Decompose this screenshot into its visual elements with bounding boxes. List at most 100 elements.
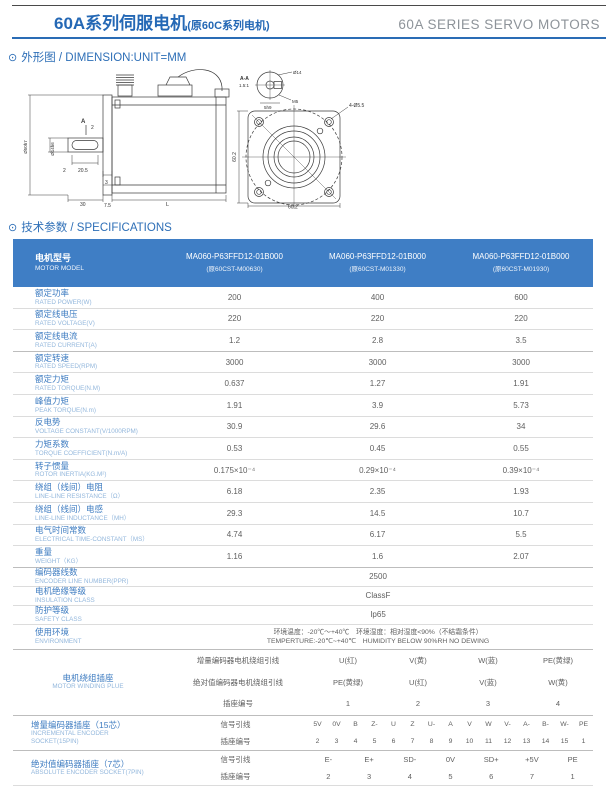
spec-row-rated-voltage: 额定线电压 RATED VOLTAGE(V) 220 220 220	[13, 309, 593, 331]
spec-label-en: TORQUE COEFFICIENT(N.m/A)	[35, 449, 128, 457]
title-cn-main: 60A系列伺服电机	[54, 14, 188, 33]
spec-row-rated-speed: 额定转速 RATED SPEED(RPM) 3000 3000 3000	[13, 352, 593, 374]
spec-row-line-inductance: 绕组（线间）电感 LINE-LINE INDUCTANCE（MH） 29.3 14.5…	[13, 503, 593, 525]
dim-label-flange-height: 60.2	[232, 152, 238, 162]
signal-name: E+	[364, 754, 374, 764]
spec-row-safety-class: 防护等级 SAFETY CLASS Ip65	[13, 605, 593, 625]
spec-value: 1.93	[513, 487, 529, 497]
spec-value: 2.07	[513, 551, 529, 561]
spec-label-en: ROTOR INERTIA(KG.M²)	[35, 471, 107, 479]
shaft-section-detail: A-A 1.5:1 Ø14 M5 5h9	[239, 70, 302, 110]
pin-number: 4	[353, 737, 358, 745]
motor-model-header-en: MOTOR MODEL	[35, 264, 84, 272]
spec-label-cn: 编码器线数	[35, 567, 78, 578]
side-view-dimensions: A 2 20.5 2 3 7.5 30 L Ø14h6 Ø50h7	[23, 94, 227, 209]
spec-value: 29.6	[369, 422, 386, 432]
environment-line-en: TEMPERTURE:-20℃~+40℃ HUMIDITY BELOW 90%R…	[266, 637, 490, 645]
spec-value: 0.45	[369, 443, 386, 453]
absolute-encoder-label-cn: 绝对值编码器插座（7芯）	[31, 758, 130, 769]
signal-row-label: 信号引线	[220, 719, 251, 729]
spec-label-cn: 额定线电压	[35, 309, 78, 320]
model-column-2: MA060-P63FFD12-01B000 (原60CST-M01330)	[306, 249, 449, 277]
spec-row-insulation-class: 电机绝缘等级 INSULATION CLASS ClassF	[13, 586, 593, 606]
signal-name: W	[485, 720, 492, 728]
winding-plug-label: 电机绕组插座 MOTOR WINDING PLUE	[13, 650, 163, 715]
pin-number: 3	[334, 737, 339, 745]
spec-label-cn: 额定转速	[35, 352, 70, 363]
motor-model-header-cn: 电机型号	[35, 253, 72, 264]
side-view-shaft	[67, 125, 104, 153]
spec-row-weight: 重量 WEIGHT（KG） 1.16 1.6 2.07	[13, 546, 593, 568]
spec-row-encoder-lines: 编码器线数 ENCODER LINE NUMBER(PPR) 2500	[13, 567, 593, 587]
pin-number: 15	[560, 737, 569, 745]
absolute-pin-row: 插座编号 2 3 4 5 6 7 1	[163, 768, 593, 785]
pin-number: 4	[407, 771, 412, 781]
motor-model-header: 电机型号 MOTOR MODEL	[13, 253, 163, 272]
environment-line-cn: 环境温度：-20℃～+40℃ 环境湿度：相对湿度<90%（不结霜条件）	[273, 628, 483, 636]
signal-name: U-	[427, 720, 436, 728]
pin-number: 3	[366, 771, 372, 781]
signal-name: 0V	[332, 720, 341, 728]
spec-value: 400	[370, 292, 385, 302]
side-view-body	[102, 94, 227, 196]
dim-label-mounting-holes: 4-Ø5.5	[349, 103, 365, 109]
signal-row-label: 信号引线	[220, 754, 251, 764]
incremental-signal-row: 信号引线 5V 0V B Z- U Z U- A V W V- A- B- W- PE	[163, 716, 593, 733]
spec-label-cn: 额定线电流	[35, 330, 78, 341]
dim-label-offset-b: 2	[63, 168, 66, 174]
title-cn-suffix: (原60C系列电机)	[187, 20, 270, 32]
model-original: (原60CST-M01930)	[492, 266, 550, 274]
pin-row-label: 插座编号	[220, 736, 251, 746]
spec-label-cn: 反电势	[35, 417, 61, 428]
spec-value: 220	[514, 314, 528, 324]
pin-number: 3	[485, 699, 491, 709]
spec-row-electrical-time-constant: 电气时间常数 ELECTRICAL TIME-CONSTANT（MS） 4.74 6.…	[13, 525, 593, 547]
spec-label-cn: 绕组（线间）电阻	[35, 482, 104, 493]
spec-label-en: SAFETY CLASS	[35, 615, 82, 623]
dim-label-spigot-diameter: Ø50h7	[23, 140, 28, 154]
signal-name: U	[391, 720, 396, 728]
spec-label-en: PEAK TORQUE(N.m)	[35, 406, 96, 414]
signal-name: +5V	[525, 754, 539, 764]
signal-name: V	[467, 720, 472, 728]
front-view-dimensions: 60.2 60.2 4-Ø5.5	[232, 103, 365, 209]
spec-label-cn: 防护等级	[35, 605, 70, 616]
section-title-specifications: ⊙ 技术参数 / SPECIFICATIONS	[8, 219, 606, 235]
signal-name: SD+	[483, 754, 499, 764]
spec-value: 2.35	[369, 487, 386, 497]
model-column-1: MA060-P63FFD12-01B000 (原60CST-M00630)	[163, 249, 306, 277]
incremental-encoder-label-en2: SOCKET(15PIN)	[31, 737, 79, 745]
spec-label-cn: 转子惯量	[35, 460, 70, 471]
signal-name: 5V	[313, 720, 322, 728]
pin-value: W(黄)	[548, 677, 568, 687]
dim-label-flange-width: 60.2	[288, 205, 298, 210]
dim-label-key-length: 20.5	[78, 168, 88, 174]
absolute-encoder-block: 绝对值编码器插座（7芯） ABSOLUTE ENCODER SOCKET(7PI…	[13, 751, 593, 786]
pin-number: 2	[415, 699, 421, 709]
incremental-encoder-label-cn: 增量编码器插座（15芯）	[31, 719, 126, 730]
model-column-3: MA060-P63FFD12-01B000 (原60CST-M01930)	[449, 249, 593, 277]
signal-name: A	[448, 720, 453, 728]
spec-value: 220	[227, 314, 242, 324]
detail-diameter: Ø14	[293, 70, 302, 75]
pin-number: 14	[541, 737, 550, 745]
dim-label-shaft-length: 30	[80, 202, 86, 208]
spec-label-en: RATED POWER(W)	[35, 298, 92, 306]
winding-plug-label-cn: 电机绕组插座	[62, 673, 114, 684]
spec-value: 5.5	[515, 530, 527, 540]
spec-value: 0.53	[226, 443, 243, 453]
pin-number: 13	[522, 737, 531, 745]
signal-name: V-	[504, 720, 511, 728]
model-original: (原60CST-M01330)	[349, 266, 406, 274]
spec-value: 0.637	[224, 379, 245, 389]
winding-row-pin-numbers: 插座编号 1 2 3 4	[163, 693, 593, 715]
absolute-encoder-label-en: ABSOLUTE ENCODER SOCKET(7PIN)	[31, 768, 144, 776]
spec-value: ClassF	[365, 591, 391, 601]
spec-label-en: ENVIRONMENT	[35, 637, 82, 645]
spec-label-cn: 重量	[35, 546, 53, 557]
signal-name: B-	[542, 720, 549, 728]
spec-value: 0.175×10⁻⁴	[213, 465, 256, 475]
pin-number: 1	[570, 771, 575, 781]
spec-label-cn: 绕组（线间）电感	[35, 503, 104, 514]
absolute-encoder-label: 绝对值编码器插座（7芯） ABSOLUTE ENCODER SOCKET(7PI…	[13, 751, 163, 785]
